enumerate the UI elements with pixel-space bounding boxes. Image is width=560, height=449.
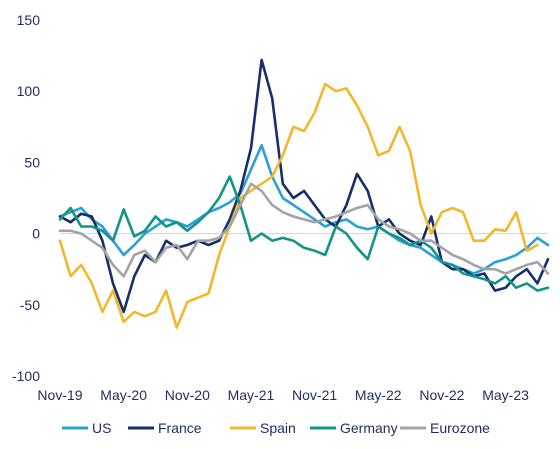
x-axis-ticks: Nov-19 May-20 Nov-20 May-21 Nov-21 May-22 Nov-… <box>37 387 529 403</box>
series-line-us <box>58 144 550 275</box>
series-lines <box>58 58 550 329</box>
series-line-france <box>58 58 550 314</box>
y-axis-ticks: -100 -50 0 50 100 150 <box>12 12 40 384</box>
y-tick-label: 50 <box>24 154 40 170</box>
x-tick-label: May-20 <box>100 387 147 403</box>
legend-label-spain: Spain <box>260 420 296 436</box>
series-line-eurozone <box>58 182 550 278</box>
legend: US France Spain Germany Eurozone <box>62 420 490 436</box>
x-tick-label: May-22 <box>355 387 402 403</box>
legend-label-us: US <box>92 420 111 436</box>
series-line-spain <box>58 82 539 329</box>
series-line-germany <box>58 175 550 292</box>
x-tick-label: Nov-22 <box>419 387 464 403</box>
y-tick-label: -100 <box>12 368 40 384</box>
legend-label-eurozone: Eurozone <box>430 420 490 436</box>
x-tick-label: Nov-21 <box>292 387 337 403</box>
x-tick-label: May-21 <box>228 387 275 403</box>
legend-label-france: France <box>158 420 202 436</box>
x-tick-label: Nov-20 <box>165 387 210 403</box>
x-tick-label: Nov-19 <box>37 387 82 403</box>
legend-label-germany: Germany <box>340 420 398 436</box>
y-tick-label: 100 <box>17 83 41 99</box>
y-tick-label: 0 <box>32 226 40 242</box>
y-tick-label: -50 <box>20 297 40 313</box>
y-tick-label: 150 <box>17 12 41 28</box>
x-tick-label: May-23 <box>482 387 529 403</box>
